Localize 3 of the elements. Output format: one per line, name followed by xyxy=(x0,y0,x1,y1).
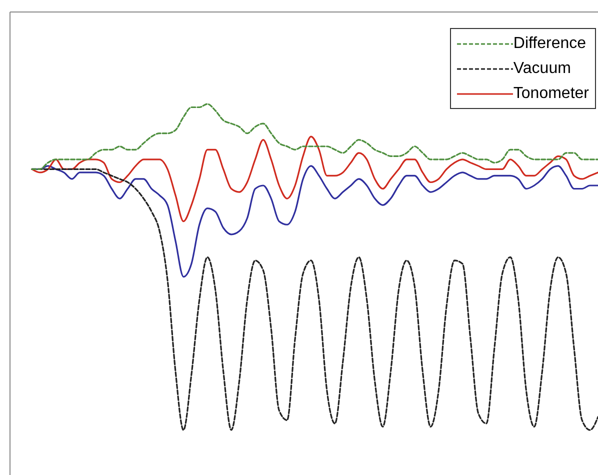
legend-label: Difference xyxy=(513,34,586,52)
legend-label: Tonometer xyxy=(513,84,589,102)
legend-label: Vacuum xyxy=(513,60,571,78)
